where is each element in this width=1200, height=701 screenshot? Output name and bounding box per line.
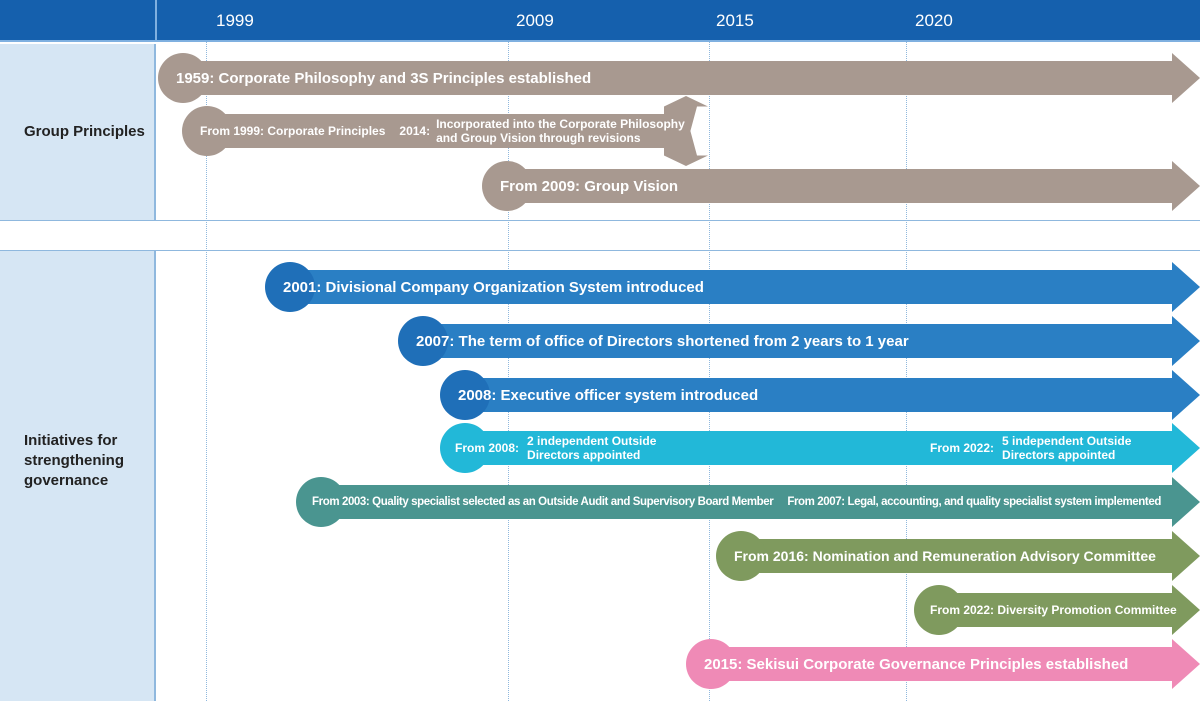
arrow-governance-principles: 2015: Sekisui Corporate Governance Princ… <box>686 639 1200 689</box>
gridline-1999 <box>206 0 207 701</box>
arrow-label: Directors appointed <box>1002 448 1116 462</box>
arrow-label: 1959: Corporate Philosophy and 3S Princi… <box>176 69 592 87</box>
arrow-corporate-philosophy: 1959: Corporate Philosophy and 3S Princi… <box>158 53 1200 103</box>
year-header: 1999 2009 2015 2020 <box>0 0 1200 42</box>
divider <box>0 220 1200 221</box>
arrow-label: From 2008: <box>455 441 520 455</box>
arrow-label: and Group Vision through revisions <box>436 131 641 145</box>
arrow-executive-officer: 2008: Executive officer system introduce… <box>440 370 1200 420</box>
arrow-label: From 1999: Corporate Principles <box>200 124 386 138</box>
arrow-label: 2008: Executive officer system introduce… <box>458 386 759 404</box>
arrow-label: 2007: The term of office of Directors sh… <box>416 332 909 350</box>
section-label-group-principles: Group Principles <box>0 44 156 220</box>
section-title: Group Principles <box>24 123 145 140</box>
arrow-group-vision: From 2009: Group Vision <box>482 161 1200 211</box>
arrow-nomination-committee: From 2016: Nomination and Remuneration A… <box>716 531 1200 581</box>
arrow-label: 5 independent Outside <box>1002 434 1132 448</box>
arrow-label: From 2016: Nomination and Remuneration A… <box>734 548 1156 564</box>
arrow-director-term: 2007: The term of office of Directors sh… <box>398 316 1200 366</box>
section-title: Initiatives for strengthening governance <box>24 432 124 489</box>
arrow-label: From 2009: Group Vision <box>500 177 679 195</box>
arrow-label: From 2022: <box>930 441 995 455</box>
divider <box>0 250 1200 251</box>
arrow-outside-directors: From 2008: 2 independent Outside Director… <box>440 423 1200 473</box>
arrow-label: Incorporated into the Corporate Philosop… <box>436 117 685 131</box>
year-label: 1999 <box>216 11 254 30</box>
arrow-label: 2001: Divisional Company Organization Sy… <box>283 278 704 296</box>
arrow-diversity-committee: From 2022: Diversity Promotion Committee <box>914 585 1200 635</box>
year-label: 2015 <box>716 11 754 30</box>
year-label: 2020 <box>915 11 953 30</box>
arrow-label: From 2003: Quality specialist selected a… <box>312 496 774 508</box>
arrow-label: Directors appointed <box>527 448 641 462</box>
arrow-quality-specialist: From 2003: Quality specialist selected a… <box>296 477 1200 527</box>
arrow-corporate-principles: From 1999: Corporate Principles 2014: In… <box>182 96 708 166</box>
year-label: 2009 <box>516 11 554 30</box>
arrow-label: 2015: Sekisui Corporate Governance Princ… <box>704 655 1129 673</box>
header-divider <box>155 0 157 42</box>
arrow-label: From 2007: Legal, accounting, and qualit… <box>787 496 1161 508</box>
arrow-label: 2014: <box>399 124 431 138</box>
arrow-label: 2 independent Outside <box>527 434 657 448</box>
arrow-divisional-company: 2001: Divisional Company Organization Sy… <box>265 262 1200 312</box>
section-label-governance: Initiatives for strengthening governance <box>0 251 156 701</box>
arrow-label: From 2022: Diversity Promotion Committee <box>930 603 1177 617</box>
